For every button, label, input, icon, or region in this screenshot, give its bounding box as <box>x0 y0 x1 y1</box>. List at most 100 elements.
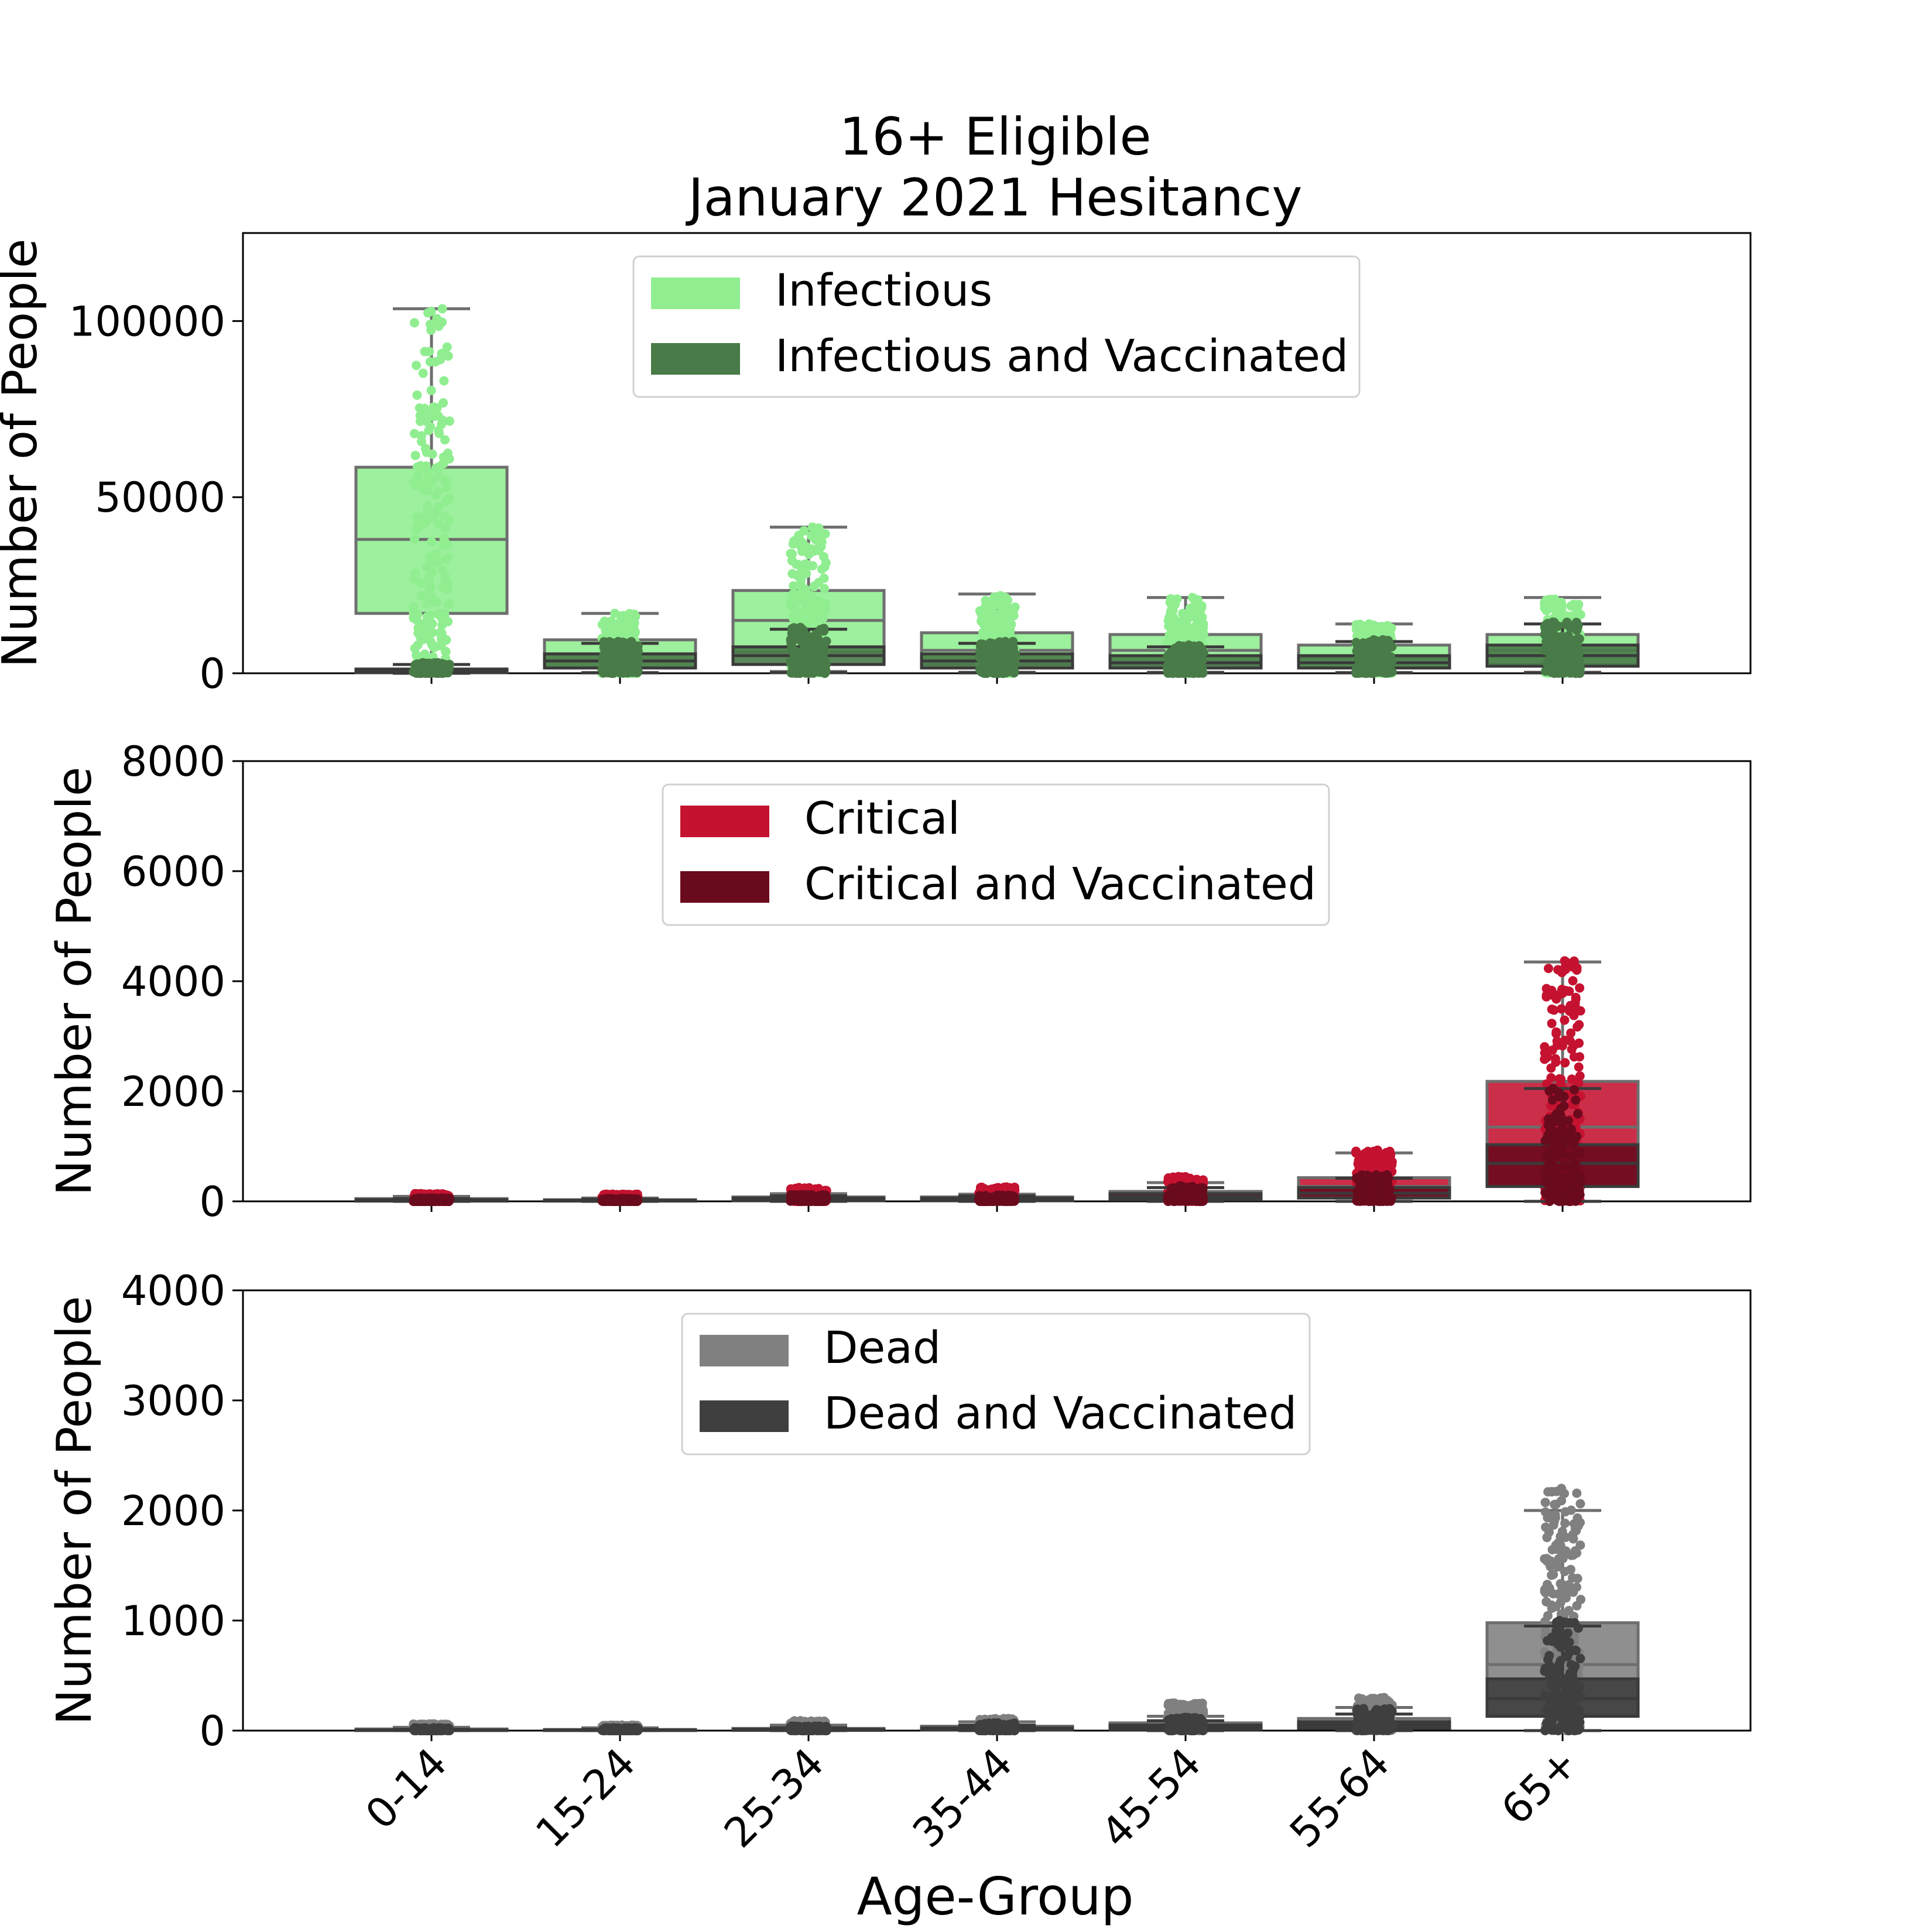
data-point <box>426 410 436 420</box>
data-point <box>1551 1029 1561 1039</box>
data-point <box>1573 1022 1582 1032</box>
data-point <box>979 666 989 676</box>
data-point <box>410 643 420 653</box>
data-point <box>431 660 441 670</box>
box-25-34 <box>731 1190 886 1206</box>
data-point <box>412 390 422 400</box>
data-point <box>1571 668 1581 678</box>
data-point <box>429 402 439 412</box>
data-point <box>982 604 992 614</box>
data-point <box>820 584 830 594</box>
data-point-max <box>994 1190 1004 1200</box>
data-point <box>1375 622 1385 632</box>
data-point <box>1548 991 1558 1001</box>
data-point <box>423 501 433 511</box>
data-point-max <box>1378 635 1388 645</box>
data-point <box>801 559 811 569</box>
data-point-max <box>807 522 817 532</box>
data-point <box>1368 653 1378 663</box>
data-point <box>608 668 618 678</box>
data-point <box>412 615 422 625</box>
data-point <box>426 325 436 335</box>
data-point <box>1546 1073 1556 1083</box>
data-point <box>619 616 629 626</box>
data-point <box>1563 659 1573 669</box>
data-point <box>416 431 426 441</box>
data-point <box>420 649 430 659</box>
data-point <box>601 628 611 638</box>
data-point <box>620 661 630 671</box>
data-point <box>628 667 638 677</box>
data-point <box>608 1195 618 1205</box>
data-point <box>979 1195 989 1205</box>
data-point-max <box>1173 1171 1183 1181</box>
data-point <box>433 519 443 529</box>
data-point <box>1189 668 1199 678</box>
data-point <box>1575 983 1585 993</box>
y-tick-label: 2000 <box>121 1068 225 1116</box>
y-tick-label: 6000 <box>121 848 225 896</box>
data-point <box>814 546 824 556</box>
data-point <box>797 655 807 664</box>
legend-label: Infectious and Vaccinated <box>775 330 1348 382</box>
data-point <box>1179 662 1188 672</box>
data-point <box>994 615 1004 625</box>
data-point <box>1364 643 1374 653</box>
data-point <box>1560 1058 1570 1068</box>
data-point <box>409 429 419 439</box>
y-tick-label: 8000 <box>121 738 225 786</box>
data-point <box>1547 1019 1557 1029</box>
data-point <box>788 1193 798 1203</box>
data-point <box>802 604 812 614</box>
data-point <box>413 520 423 530</box>
data-point <box>412 512 422 522</box>
data-point-max <box>613 636 623 646</box>
y-axis-label: Number of People <box>47 767 102 1196</box>
data-point <box>1574 1062 1584 1072</box>
data-point <box>1570 601 1580 611</box>
data-point <box>427 537 437 547</box>
data-point <box>786 668 796 678</box>
data-point <box>411 481 421 491</box>
data-point <box>1557 1041 1567 1051</box>
data-point <box>1386 659 1396 669</box>
data-point <box>621 630 631 640</box>
data-point <box>1358 1160 1368 1170</box>
data-point <box>424 576 434 586</box>
data-point <box>798 595 808 605</box>
data-point <box>1568 976 1578 986</box>
legend-swatch <box>651 278 740 309</box>
data-point-max <box>995 591 1005 601</box>
data-point <box>628 612 638 622</box>
data-point <box>1381 667 1391 677</box>
data-point <box>444 515 454 525</box>
data-point <box>423 472 433 482</box>
data-point <box>424 552 434 562</box>
data-point-max <box>618 1194 628 1204</box>
data-point <box>424 426 434 436</box>
data-point <box>1352 646 1362 656</box>
data-point <box>441 665 451 675</box>
data-point <box>816 626 825 636</box>
data-point <box>427 619 437 629</box>
data-point <box>1198 629 1208 639</box>
data-point <box>597 619 607 629</box>
data-point <box>792 570 802 580</box>
data-point <box>786 549 796 559</box>
data-point <box>819 655 829 664</box>
data-point <box>809 668 818 678</box>
data-point <box>813 600 823 610</box>
data-point <box>415 411 425 421</box>
data-point <box>1553 639 1563 649</box>
data-point <box>991 665 1001 675</box>
data-point <box>804 544 814 554</box>
box-35-44 <box>920 1190 1074 1206</box>
data-point <box>426 637 436 647</box>
data-point <box>989 653 999 663</box>
data-point <box>1168 612 1178 622</box>
data-point <box>1562 617 1572 627</box>
data-point <box>1549 629 1559 639</box>
data-point <box>1543 964 1553 974</box>
data-point <box>993 642 1003 652</box>
